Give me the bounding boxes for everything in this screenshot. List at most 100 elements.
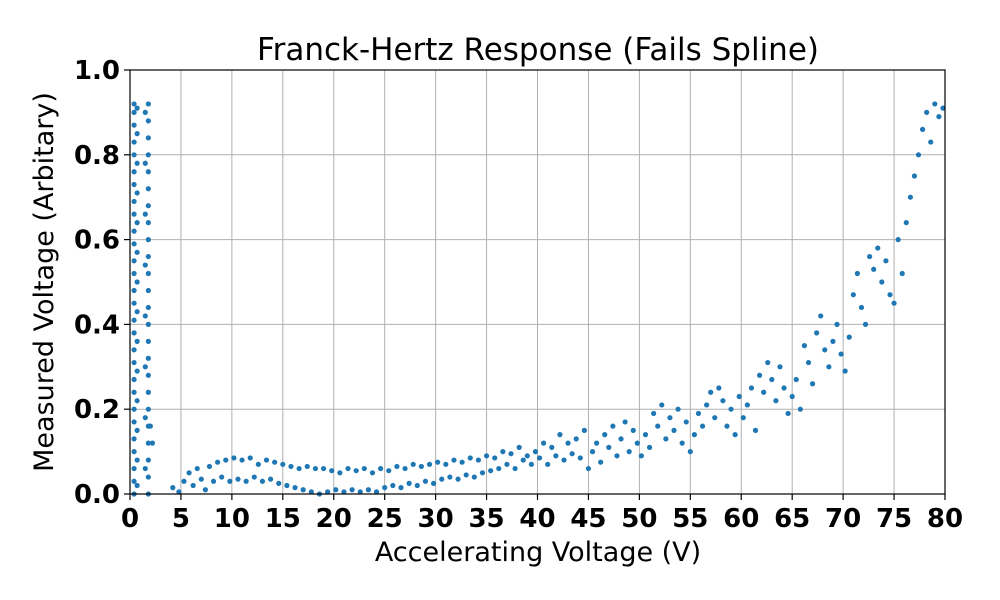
data-point [667,415,673,421]
data-point [142,313,148,319]
data-point [704,402,710,408]
y-tick-label: 0.4 [74,310,120,340]
data-point [308,489,314,495]
data-point [732,432,738,438]
data-point [492,455,498,461]
data-point [712,415,718,421]
data-point [410,461,416,467]
data-point [532,449,539,455]
data-point [142,160,148,166]
data-point [131,241,137,247]
data-point [565,440,571,446]
data-point [378,465,384,472]
data-point [899,270,905,277]
x-tick-label: 25 [367,504,403,534]
data-point [862,321,869,327]
data-point [426,461,433,467]
data-point [210,478,217,484]
data-point [142,415,148,421]
data-point [259,478,266,484]
data-point [131,101,137,107]
data-point [740,415,746,421]
chart-title: Franck-Hertz Response (Fails Spline) [257,32,819,68]
data-point [797,406,803,412]
data-point [875,245,881,251]
x-tick-label: 30 [418,504,454,534]
data-point [903,220,909,226]
data-point [231,455,237,461]
data-point [765,359,771,366]
data-point [439,476,445,482]
data-point [593,440,600,446]
data-point [553,453,559,459]
data-point [320,465,327,472]
data-point [528,461,534,467]
data-point [145,457,151,463]
data-point [142,211,148,217]
data-point [145,321,151,327]
data-point [801,343,808,349]
data-point [280,461,286,467]
data-point [145,355,151,361]
data-point [577,455,583,461]
data-point [569,451,575,457]
data-point [131,211,137,217]
data-point [131,258,137,264]
data-point [134,220,140,226]
data-points [131,101,946,497]
data-point [728,406,734,412]
data-point [284,482,290,489]
data-point [443,461,449,467]
data-point [145,406,151,412]
data-point [131,465,137,472]
data-point [147,423,153,429]
data-point [720,398,726,404]
data-point [915,152,922,158]
data-point [488,468,494,474]
data-point [455,476,461,482]
data-point [402,465,408,472]
data-point [479,470,486,476]
x-tick-label: 20 [316,504,352,534]
data-point [267,476,274,482]
data-point [769,376,775,383]
data-point [606,444,612,450]
data-point [789,393,795,400]
data-point [463,472,469,478]
data-point [255,461,261,467]
data-point [736,393,742,400]
data-point [145,203,151,209]
data-point [186,470,192,476]
data-point [536,455,543,461]
data-point [243,478,249,484]
data-point [215,459,221,465]
data-point [181,478,187,484]
data-point [471,474,477,480]
data-point [422,478,429,484]
data-point [131,449,137,455]
data-point [838,351,844,357]
data-point [134,105,140,111]
data-point [451,457,457,463]
data-point [131,139,137,145]
data-point [622,419,628,425]
data-point [581,427,587,433]
data-point [176,489,182,495]
data-point [304,463,310,470]
data-point [830,338,836,344]
data-point [936,114,942,120]
data-point [924,109,930,115]
x-tick-label: 5 [172,504,190,534]
data-point [131,152,137,158]
data-point [276,480,282,486]
data-point [131,287,137,294]
data-point [131,317,137,323]
data-point [887,292,893,298]
data-point [145,186,151,192]
data-point [219,474,225,480]
data-point [940,105,946,111]
data-point [145,372,151,378]
x-tick-label: 35 [468,504,504,534]
data-point [907,194,913,200]
data-point [134,398,140,404]
